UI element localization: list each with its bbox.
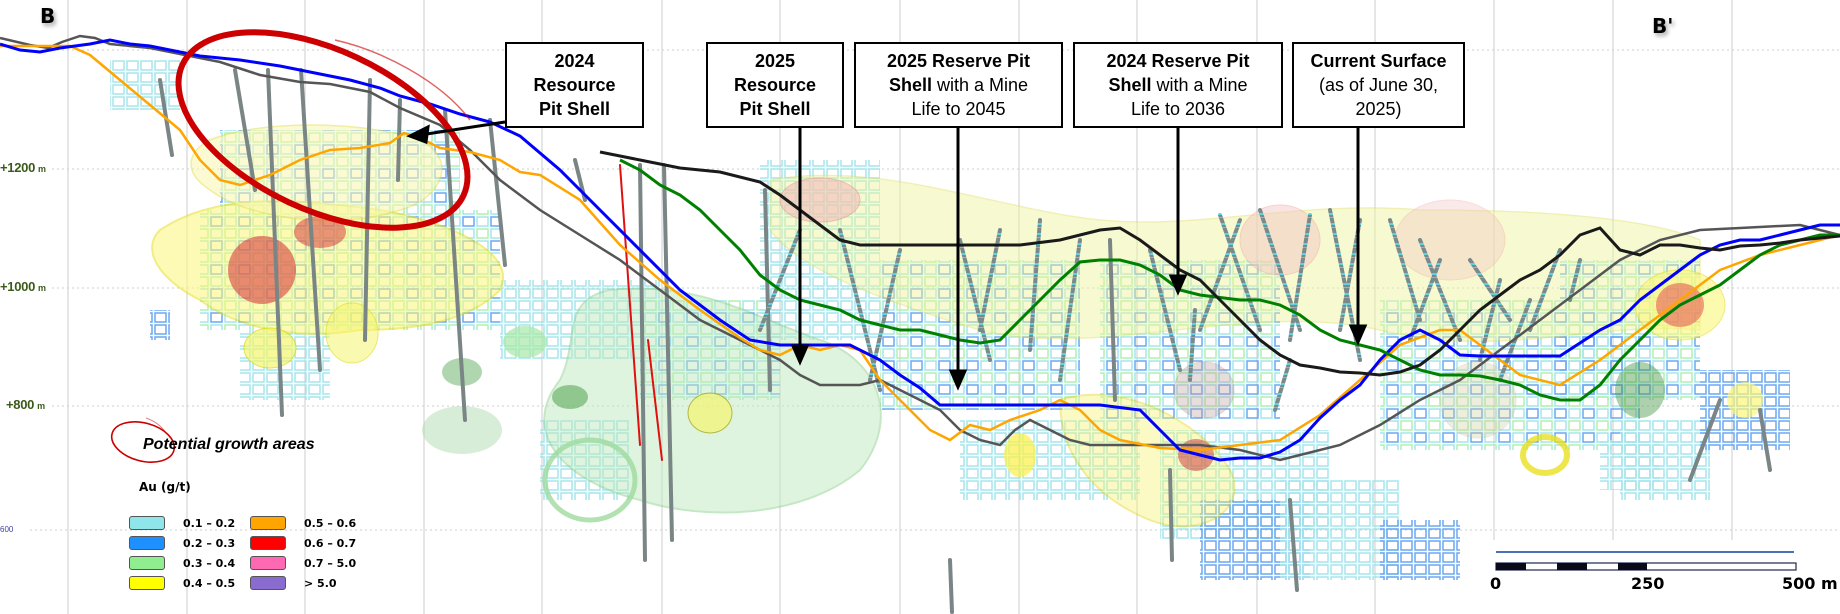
growth-areas-label: Potential growth areas: [143, 436, 315, 453]
callout-2025-reserve-pit-shell: 2025 Reserve Pit Shell with a Mine Life …: [854, 42, 1063, 128]
callout-line: Current Surface: [1310, 51, 1447, 71]
grade-shells: [151, 124, 1763, 528]
swatch-0.1-0.2: [129, 516, 165, 530]
swatch-0.5-0.6: [250, 516, 286, 530]
legend-item: > 5.0: [250, 576, 337, 590]
callout-current-surface: Current Surface (as of June 30, 2025): [1292, 42, 1465, 128]
growth-area-ellipse: [175, 29, 471, 231]
resource-2025-pit-shell: [0, 44, 1840, 452]
callout-2024-reserve-pit-shell: 2024 Reserve Pit Shell with a Mine Life …: [1073, 42, 1283, 128]
swatch-0.4-0.5: [129, 576, 165, 590]
elevation-tick-600: 600: [0, 525, 14, 534]
legend-item: 0.4 – 0.5: [129, 576, 235, 590]
legend-item: 0.5 – 0.6: [250, 516, 356, 530]
scale-label-0: 0: [1490, 574, 1502, 593]
legend-item: 0.3 – 0.4: [129, 556, 235, 570]
elevation-tick-800: +800 m: [6, 397, 45, 412]
callout-line: Resource: [533, 75, 616, 95]
callout-line: Life to 2045: [911, 99, 1006, 119]
scale-bar: [1495, 551, 1797, 571]
elevation-tick-1000: +1000 m: [0, 279, 46, 294]
legend-title: Au (g/t): [139, 480, 191, 494]
swatch-0.6-0.7: [250, 536, 286, 550]
reserve-2024-pit-shell: [619, 158, 1840, 402]
elevation-tick-1200: +1200 m: [0, 160, 46, 175]
resource-2024-pit-shell: [0, 34, 1840, 462]
legend-growth-ellipse-icon: [110, 417, 176, 463]
scale-label-250: 250: [1631, 574, 1665, 593]
section-end-label: B': [1652, 14, 1674, 38]
callout-line: Shell: [1108, 75, 1152, 95]
callout-line: Shell: [888, 75, 932, 95]
callout-line: Resource: [733, 75, 817, 95]
legend-item: 0.1 – 0.2: [129, 516, 235, 530]
callout-line: Pit Shell: [538, 99, 610, 119]
swatch-0.7-5.0: [250, 556, 286, 570]
drill-holes: [158, 68, 1772, 614]
callout-line: Life to 2036: [1130, 99, 1226, 119]
callout-2025-resource-pit-shell: 2025 Resource Pit Shell: [706, 42, 844, 128]
callout-line: 2025: [754, 51, 796, 71]
callout-line: 2025): [1355, 99, 1402, 119]
reserve-2025-pit-shell: [0, 38, 1840, 462]
section-start-label: B: [40, 4, 56, 28]
current-surface-line: [599, 150, 1840, 377]
swatch-0.3-0.4: [129, 556, 165, 570]
callout-arrows: [406, 120, 1368, 391]
callout-line: 2024: [554, 51, 595, 71]
callout-line: Pit Shell: [739, 99, 811, 119]
scale-label-500m: 500 m: [1782, 574, 1838, 593]
callout-line: 2025 Reserve Pit: [886, 51, 1031, 71]
legend-item: 0.6 – 0.7: [250, 536, 356, 550]
swatch-gt-5.0: [250, 576, 286, 590]
callout-2024-resource-pit-shell: 2024 Resource Pit Shell: [505, 42, 644, 128]
swatch-0.2-0.3: [129, 536, 165, 550]
legend-item: 0.7 – 5.0: [250, 556, 356, 570]
callout-line: 2024 Reserve Pit: [1106, 51, 1250, 71]
callout-line: (as of June 30,: [1318, 75, 1439, 95]
legend-item: 0.2 – 0.3: [129, 536, 235, 550]
